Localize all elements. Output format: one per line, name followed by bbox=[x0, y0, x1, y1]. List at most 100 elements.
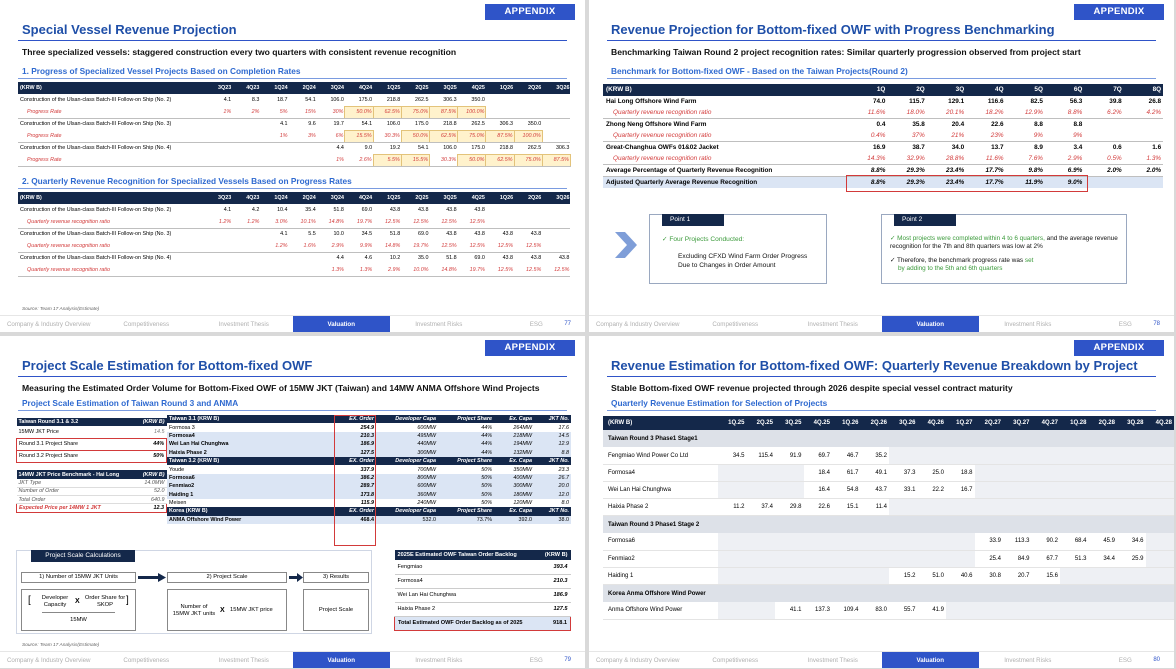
table-cell: 43.8 bbox=[418, 207, 429, 213]
nav-tab[interactable]: Valuation bbox=[881, 316, 979, 332]
nav-tab[interactable]: Valuation bbox=[881, 652, 979, 668]
table-cell: 87.5% bbox=[428, 105, 459, 119]
header-cell: 1Q26 bbox=[485, 82, 515, 94]
table-cell bbox=[946, 498, 975, 517]
table-cell: 1.6% bbox=[288, 240, 317, 253]
header-cell: 1Q26 bbox=[485, 192, 515, 204]
nav-tab[interactable]: Valuation bbox=[292, 316, 390, 332]
nav-tab[interactable]: Investment Risks bbox=[415, 320, 463, 328]
table-row: Construction of the Ulsan-class Batch-II… bbox=[18, 142, 570, 154]
project-scale-table: Taiwan 3.1 (KRW B) EX. Order Developer Cap… bbox=[167, 415, 571, 525]
table-cell: 50% bbox=[438, 482, 494, 491]
nav-tab[interactable]: Investment Thesis bbox=[218, 320, 269, 328]
header-cell: (KRW B) bbox=[603, 416, 718, 430]
table-cell: 45.9 bbox=[1088, 533, 1117, 551]
table-cell: 43.8 bbox=[474, 207, 485, 213]
nav-tab[interactable]: ESG bbox=[1118, 320, 1132, 328]
table-cell: Anma Offshore Wind Power bbox=[603, 601, 718, 620]
nav-tab[interactable]: ESG bbox=[1118, 656, 1132, 664]
nav-tab[interactable]: Competitiveness bbox=[712, 656, 759, 664]
table-cell bbox=[1060, 447, 1089, 465]
table-cell bbox=[514, 204, 542, 216]
table-cell: 175.0 bbox=[415, 121, 429, 127]
fraction-bar bbox=[42, 612, 115, 613]
table-cell: 210.3 bbox=[334, 431, 376, 441]
table-cell: 14.8% bbox=[316, 216, 345, 229]
table-cell bbox=[514, 216, 543, 229]
nav-tab[interactable]: Investment Risks bbox=[1004, 320, 1052, 328]
table-cell bbox=[1060, 464, 1089, 483]
title-divider bbox=[607, 40, 1156, 41]
table-cell: 9.6 bbox=[308, 121, 316, 128]
table-cell: 51.0 bbox=[917, 567, 946, 586]
nav-tab[interactable]: Investment Thesis bbox=[807, 320, 858, 328]
table-cell: 75.0% bbox=[400, 105, 431, 119]
table-cell: 22.6 bbox=[803, 498, 832, 517]
table-cell bbox=[1145, 567, 1174, 586]
page-number: 80 bbox=[1153, 657, 1160, 663]
point-2-line-2-b: set bbox=[1024, 257, 1034, 264]
table-cell: 14.5 bbox=[154, 429, 165, 436]
nav-tab[interactable]: ESG bbox=[529, 656, 543, 664]
table-row: Quarterly revenue recognition ratio 11.6%… bbox=[603, 107, 1164, 119]
table-cell: 9.0% bbox=[1044, 176, 1085, 188]
table-cell bbox=[1117, 567, 1146, 586]
table-cell bbox=[1145, 533, 1174, 551]
table-cell: JKT Type bbox=[16, 478, 129, 488]
nav-tab[interactable]: Company & Industry Overview bbox=[6, 320, 91, 328]
header-cell: Project Share bbox=[438, 507, 494, 516]
table-cell: Quarterly revenue recognition ratio bbox=[603, 107, 848, 119]
slide-owf-benchmark: APPENDIX Revenue Projection for Bottom-f… bbox=[589, 0, 1174, 332]
point-1-box: Point 1 ✓ Four Projects Conducted: Exclu… bbox=[649, 214, 827, 284]
table-row: Fengmiao Wind Power Co Ltd 34.5 115.4 91.9 6… bbox=[603, 447, 1174, 465]
nav-tab[interactable]: Competitiveness bbox=[712, 320, 759, 328]
nav-tab[interactable]: Investment Risks bbox=[1004, 656, 1052, 664]
nav-tab[interactable]: ESG bbox=[529, 320, 543, 328]
group-row: Korea Anma Offshore Wind Power bbox=[603, 584, 1174, 602]
table-cell: 2% bbox=[232, 106, 261, 119]
table-row: Formosa 3 254.9 600MW 44% 264MW 17.6 bbox=[167, 423, 571, 431]
table-cell: 9.0 bbox=[364, 145, 373, 152]
table-cell: 50% bbox=[438, 473, 494, 483]
table-cell: 264MW bbox=[513, 424, 532, 431]
table-cell bbox=[803, 533, 832, 551]
table-cell: 12.5% bbox=[401, 216, 430, 229]
table-cell: 8.0 bbox=[561, 500, 570, 507]
table-cell: 115.4 bbox=[746, 447, 775, 465]
table-cell: 218MW bbox=[494, 431, 534, 441]
table-cell: 54.1 bbox=[418, 145, 429, 151]
table-cell: Construction of the Ulsan-class Batch-II… bbox=[20, 255, 172, 262]
nav-tab[interactable]: Competitiveness bbox=[123, 320, 170, 328]
table-cell: 30.3% bbox=[373, 130, 402, 143]
nav-tab[interactable]: Valuation bbox=[292, 652, 390, 668]
nav-tab[interactable]: Investment Thesis bbox=[218, 656, 269, 664]
table-cell bbox=[718, 464, 747, 483]
header-cell: 4Q24 bbox=[344, 82, 374, 94]
table-cell bbox=[917, 550, 946, 569]
calc-step-3: 3) Results bbox=[303, 572, 369, 583]
table-cell: 87.5% bbox=[541, 153, 571, 167]
page-number: 78 bbox=[1153, 321, 1160, 327]
table-cell: 26.8 bbox=[1148, 97, 1162, 105]
table-cell: 8.8% bbox=[848, 176, 888, 188]
table-cell: 393.4 bbox=[534, 560, 571, 575]
table-cell bbox=[974, 498, 1003, 517]
table-cell: 32.9% bbox=[887, 153, 927, 165]
table-cell bbox=[775, 550, 804, 569]
nav-footer: Company & Industry Overview Competitivene… bbox=[589, 315, 1174, 332]
nav-tab[interactable]: Competitiveness bbox=[123, 656, 170, 664]
nav-tab[interactable]: Investment Thesis bbox=[807, 656, 858, 664]
table-cell bbox=[1060, 481, 1089, 500]
nav-tab[interactable]: Investment Risks bbox=[415, 656, 463, 664]
calc-step-1: 1) Number of 15MW JKT Units bbox=[21, 572, 136, 583]
nav-tab[interactable]: Company & Industry Overview bbox=[595, 656, 680, 664]
table-cell: 2.0% bbox=[1123, 164, 1164, 177]
table-header-row: (KRW B) 1Q.25 2Q.25 3Q.25 4Q.25 1Q.26 2Q.26 3Q.… bbox=[603, 416, 1174, 430]
point-2-line-1-rest: and the average revenue recognition for … bbox=[890, 235, 1118, 251]
nav-tab[interactable]: Company & Industry Overview bbox=[6, 656, 91, 664]
table-row: Construction of the Ulsan-class Batch-II… bbox=[18, 252, 570, 264]
nav-tab[interactable]: Company & Industry Overview bbox=[595, 320, 680, 328]
header-cell: 14MW JKT Price Benchmark - Hai Long bbox=[16, 470, 129, 479]
table-cell: Expected Price per 14MW 1 JKT bbox=[16, 503, 129, 513]
table-cell: Construction of the Ulsan-class Batch-II… bbox=[20, 231, 172, 238]
